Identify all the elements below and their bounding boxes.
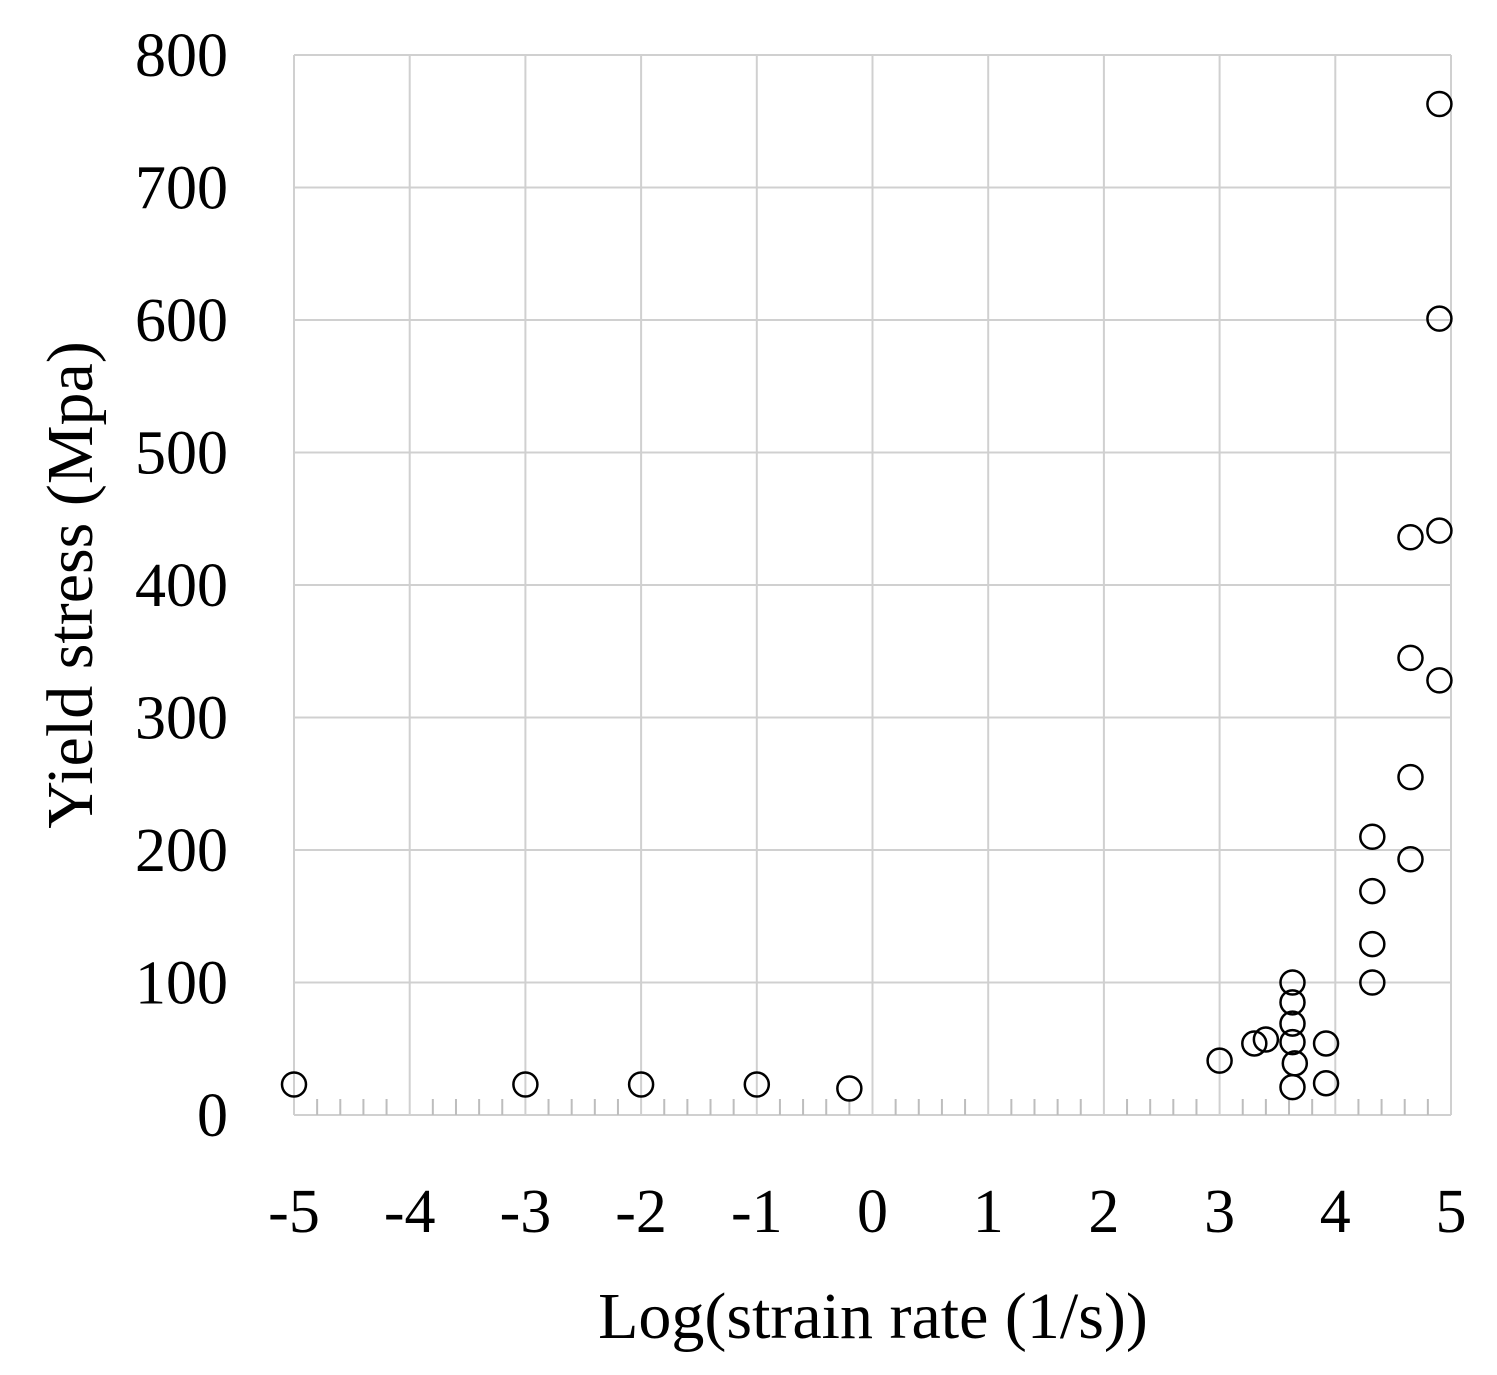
- y-tick-label: 500: [135, 420, 228, 488]
- data-point: [1397, 644, 1424, 672]
- data-point: [1426, 305, 1453, 332]
- data-point: [1206, 1047, 1233, 1074]
- data-point: [1426, 90, 1453, 118]
- data-point: [1281, 1050, 1309, 1077]
- y-axis-title: Yield stress (Mpa): [34, 341, 107, 829]
- y-tick-label: 100: [135, 950, 228, 1018]
- data-point: [1252, 1026, 1280, 1053]
- y-tick-label: 200: [135, 817, 228, 885]
- data-point: [1279, 1073, 1306, 1101]
- data-point: [1426, 517, 1453, 544]
- x-tick-label: -5: [268, 1178, 320, 1246]
- y-tick-label: 0: [197, 1082, 228, 1150]
- data-point: [1359, 877, 1386, 905]
- data-point: [836, 1075, 863, 1102]
- data-points: [280, 90, 1453, 1102]
- data-point: [1359, 969, 1386, 996]
- data-point: [743, 1071, 771, 1098]
- x-tick-label: 0: [857, 1178, 888, 1246]
- data-point: [1279, 1028, 1306, 1056]
- data-point: [1359, 823, 1386, 850]
- y-tick-label: 400: [135, 552, 228, 620]
- x-minor-ticks: [316, 1099, 1429, 1115]
- data-point: [1397, 763, 1424, 791]
- data-point: [1279, 989, 1306, 1016]
- x-tick-label: 1: [973, 1178, 1004, 1246]
- x-tick-label: -4: [384, 1178, 436, 1246]
- x-axis-title: Log(strain rate (1/s)): [598, 1280, 1148, 1353]
- y-tick-labels: 0 100 200 300 400 500 600 700 800: [135, 22, 228, 1150]
- x-tick-label: 4: [1320, 1178, 1351, 1246]
- x-tick-label: 2: [1088, 1178, 1119, 1246]
- y-tick-label: 600: [135, 287, 228, 355]
- x-tick-label: -1: [731, 1178, 783, 1246]
- x-tick-label: -3: [500, 1178, 552, 1246]
- x-tick-label: 5: [1436, 1178, 1467, 1246]
- data-point: [1397, 846, 1424, 873]
- data-point: [1241, 1030, 1268, 1057]
- y-tick-label: 300: [135, 685, 228, 753]
- data-point: [1426, 667, 1453, 694]
- data-point: [512, 1071, 539, 1098]
- data-point: [1359, 930, 1386, 958]
- data-point: [1397, 524, 1424, 551]
- x-tick-label: 3: [1204, 1178, 1235, 1246]
- y-tick-label: 700: [135, 155, 228, 223]
- data-point: [1312, 1069, 1340, 1097]
- data-point: [280, 1071, 308, 1098]
- data-point: [1312, 1030, 1340, 1057]
- x-tick-label: -2: [615, 1178, 667, 1246]
- data-point: [627, 1071, 655, 1098]
- grid: [293, 54, 1452, 1116]
- y-tick-label: 800: [135, 22, 228, 90]
- x-tick-labels: -5 -4 -3 -2 -1 0 1 2 3 4 5: [268, 1178, 1466, 1246]
- data-point: [1279, 1010, 1306, 1037]
- data-point: [1279, 969, 1306, 996]
